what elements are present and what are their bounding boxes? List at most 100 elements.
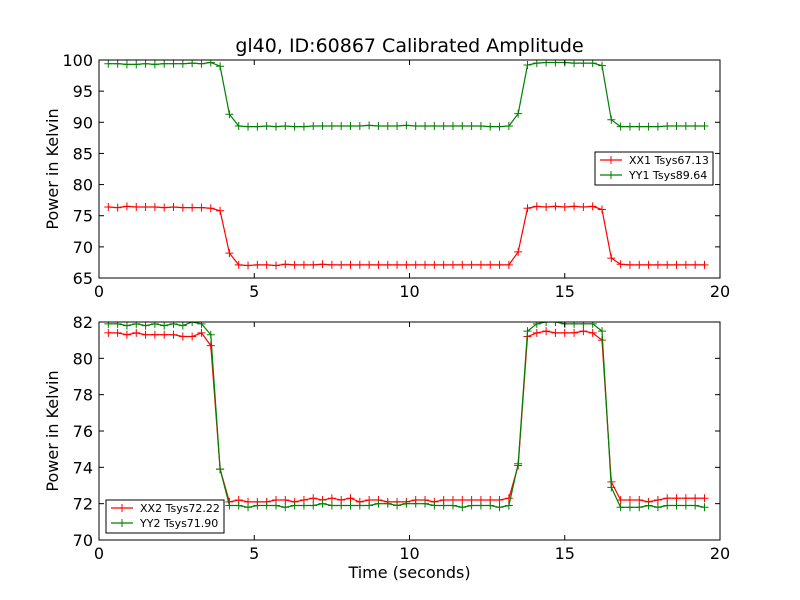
- data-point: [150, 60, 159, 69]
- y-tick-label: 65: [73, 269, 93, 288]
- data-point: [672, 260, 681, 269]
- data-point: [178, 332, 187, 341]
- data-point: [653, 122, 662, 131]
- data-point: [532, 202, 541, 211]
- x-tick-label: 5: [249, 544, 259, 563]
- data-point: [607, 115, 616, 124]
- y-tick-label: 75: [73, 207, 93, 226]
- data-point: [281, 260, 290, 269]
- x-tick-label: 0: [94, 544, 104, 563]
- data-point: [104, 202, 113, 211]
- data-point: [113, 322, 122, 328]
- data-point: [299, 260, 308, 269]
- data-point: [570, 322, 579, 328]
- data-point: [579, 322, 588, 328]
- x-tick-label: 10: [399, 544, 419, 563]
- y-axis-label: Power in Kelvin: [43, 370, 62, 491]
- data-point: [225, 249, 234, 258]
- data-point: [625, 503, 634, 512]
- legend-label-2: YY2 Tsys71.90: [139, 517, 218, 530]
- data-point: [542, 322, 551, 326]
- data-point: [551, 60, 560, 67]
- data-point: [160, 322, 169, 330]
- data-point: [160, 60, 169, 68]
- data-point: [439, 501, 448, 510]
- data-point: [644, 122, 653, 131]
- data-point: [672, 501, 681, 510]
- data-point: [430, 122, 439, 131]
- data-point: [271, 122, 280, 131]
- data-point: [421, 122, 430, 131]
- data-point: [495, 503, 504, 512]
- data-point: [262, 122, 271, 131]
- data-point: [542, 202, 551, 211]
- data-point: [653, 496, 662, 505]
- data-point: [309, 501, 318, 510]
- data-point: [309, 260, 318, 269]
- data-point: [616, 503, 625, 512]
- data-point: [495, 122, 504, 131]
- series-group: [104, 322, 709, 512]
- data-point: [383, 499, 392, 508]
- series-group: [104, 60, 709, 270]
- data-point: [504, 122, 513, 131]
- y-tick-label: 78: [73, 386, 93, 405]
- legend-marker-1: [607, 156, 615, 164]
- data-point: [206, 60, 215, 67]
- data-point: [281, 496, 290, 505]
- data-point: [393, 260, 402, 269]
- chart-panel-2: 0 5 10 15 20 70 72 74 76 78 80 82 Power in Kelvin Tim…: [43, 313, 730, 582]
- data-point: [132, 60, 141, 69]
- legend-box: [594, 151, 714, 186]
- data-point: [439, 260, 448, 269]
- data-point: [700, 260, 709, 269]
- data-point: [504, 494, 513, 503]
- data-point: [337, 501, 346, 510]
- data-point: [514, 109, 523, 118]
- data-point: [663, 260, 672, 269]
- data-point: [234, 501, 243, 510]
- data-point: [607, 483, 616, 492]
- data-point: [365, 121, 374, 130]
- data-point: [225, 110, 234, 119]
- legend-marker-2: [118, 519, 126, 527]
- data-point: [253, 260, 262, 269]
- data-point: [355, 260, 364, 269]
- data-point: [458, 503, 467, 512]
- data-point: [551, 202, 560, 211]
- data-point: [188, 203, 197, 212]
- data-point: [169, 322, 178, 328]
- data-point: [309, 122, 318, 131]
- data-point: [653, 260, 662, 269]
- chart-title: gl40, ID:60867 Calibrated Amplitude: [235, 35, 583, 57]
- legend-marker-2: [607, 171, 615, 179]
- legend-box: [105, 499, 225, 534]
- data-point: [122, 330, 131, 339]
- data-point: [504, 501, 513, 510]
- data-point: [271, 261, 280, 270]
- data-point: [672, 494, 681, 503]
- data-point: [523, 60, 532, 69]
- data-point: [476, 122, 485, 131]
- data-point: [383, 260, 392, 269]
- data-point: [383, 122, 392, 131]
- data-point: [197, 203, 206, 212]
- data-point: [188, 332, 197, 341]
- y-tick-label: 72: [73, 495, 93, 514]
- data-point: [122, 202, 131, 211]
- data-point: [616, 260, 625, 269]
- data-point: [150, 202, 159, 211]
- data-point: [206, 204, 215, 213]
- data-point: [467, 501, 476, 510]
- y-tick-label: 90: [73, 113, 93, 132]
- data-point: [681, 122, 690, 131]
- data-point: [486, 501, 495, 510]
- data-point: [234, 122, 243, 131]
- x-tick-label: 15: [555, 282, 575, 301]
- data-point: [625, 260, 634, 269]
- data-point: [374, 260, 383, 269]
- data-point: [365, 260, 374, 269]
- data-point: [551, 328, 560, 337]
- data-point: [421, 499, 430, 508]
